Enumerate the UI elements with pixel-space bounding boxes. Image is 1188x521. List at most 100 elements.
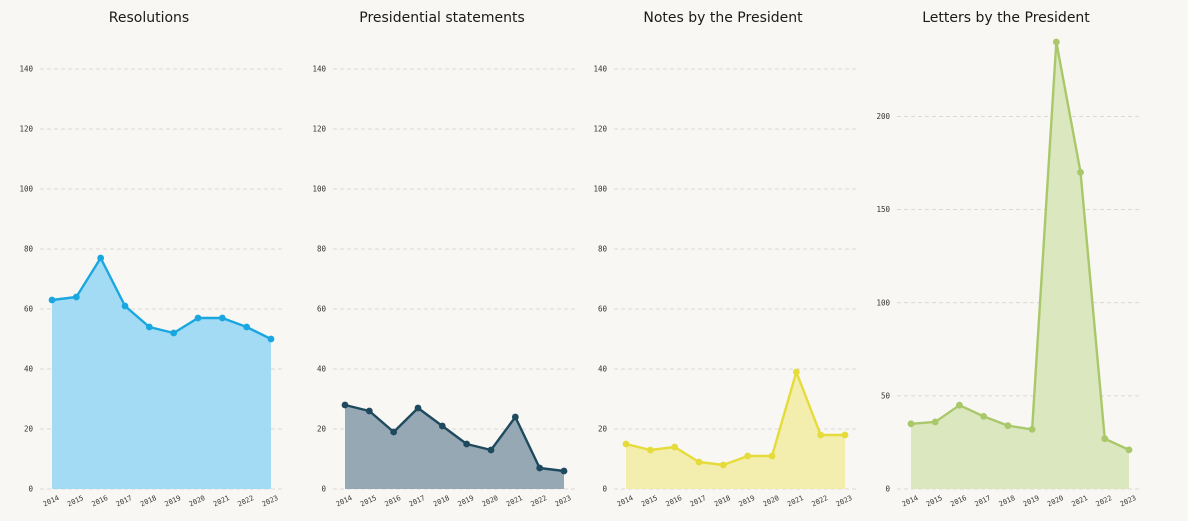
y-tick-label: 20: [24, 425, 34, 434]
y-tick-label: 60: [598, 305, 608, 314]
series-line: [625, 370, 845, 467]
data-point: [438, 422, 446, 430]
y-tick-label: 20: [598, 425, 608, 434]
chart-4: Letters by the President 0 50 100 150 200 2014…: [876, 10, 1140, 508]
data-point: [97, 254, 105, 262]
data-point: [218, 314, 226, 322]
data-point: [931, 418, 939, 426]
y-tick-label: 0: [321, 485, 326, 494]
x-tick-label: 2017: [973, 494, 992, 508]
data-point: [72, 293, 80, 301]
x-tick-label: 2020: [762, 494, 781, 508]
x-tick-label: 2020: [1046, 494, 1065, 508]
data-point: [671, 443, 679, 451]
x-tick-label: 2019: [737, 494, 756, 508]
data-point: [1052, 38, 1060, 46]
data-point: [956, 401, 963, 409]
y-tick-label: 100: [876, 298, 890, 307]
x-tick-label: 2016: [664, 494, 683, 508]
y-tick-label: 200: [876, 112, 890, 121]
x-tick-label: 2021: [505, 494, 524, 508]
data-point: [907, 420, 915, 428]
y-tick-label: 150: [876, 205, 890, 214]
x-tick-label: 2015: [359, 494, 378, 508]
series-area: [626, 372, 845, 489]
y-tick-label: 0: [28, 485, 33, 494]
data-point: [511, 413, 519, 421]
x-tick-label: 2018: [713, 494, 732, 508]
x-tick-label: 2014: [616, 494, 635, 508]
y-tick-label: 40: [24, 365, 34, 374]
x-tick-label: 2019: [1022, 494, 1041, 508]
x-tick-label: 2019: [163, 494, 182, 508]
data-point: [817, 431, 825, 439]
y-tick-label: 50: [881, 391, 891, 400]
y-tick-label: 120: [593, 125, 607, 134]
series-line: [910, 40, 1130, 451]
data-point: [1028, 426, 1036, 433]
y-tick-label: 80: [317, 245, 327, 254]
y-tick-label: 100: [19, 185, 33, 194]
x-tick-label: 2023: [554, 494, 573, 508]
x-tick-label: 2023: [261, 494, 280, 508]
x-tick-label: 2023: [1119, 494, 1138, 508]
data-point: [560, 467, 568, 475]
data-point: [1077, 168, 1084, 176]
x-tick-label: 2014: [42, 494, 61, 508]
x-tick-label: 2018: [998, 494, 1017, 508]
data-point: [414, 404, 422, 412]
x-tick-label: 2021: [212, 494, 231, 508]
x-tick-label: 2016: [383, 494, 402, 508]
series-area: [52, 258, 271, 489]
y-tick-label: 100: [593, 185, 607, 194]
x-tick-label: 2017: [408, 494, 427, 508]
data-point: [1004, 422, 1012, 430]
y-tick-label: 40: [317, 365, 327, 374]
x-tick-label: 2023: [835, 494, 854, 508]
chart-title: Notes by the President: [643, 10, 803, 26]
x-tick-label: 2022: [529, 494, 548, 508]
x-tick-label: 2018: [139, 494, 158, 508]
chart-title: Resolutions: [109, 10, 189, 26]
x-tick-label: 2022: [1095, 494, 1114, 508]
chart-3: Notes by the President 0 20 40 60 80 100 120 140…: [593, 10, 857, 508]
y-tick-label: 80: [598, 245, 608, 254]
y-tick-label: 140: [19, 65, 33, 74]
data-point: [243, 323, 251, 331]
data-point: [365, 407, 373, 415]
y-tick-label: 120: [312, 125, 326, 134]
data-point: [1125, 446, 1133, 454]
series-line: [344, 403, 565, 473]
y-tick-label: 100: [312, 185, 326, 194]
data-point: [841, 431, 849, 439]
y-tick-label: 0: [885, 485, 890, 494]
y-tick-label: 140: [593, 65, 607, 74]
x-tick-label: 2020: [481, 494, 500, 508]
data-point: [622, 440, 630, 448]
data-point: [194, 314, 202, 322]
chart-title: Presidential statements: [359, 10, 524, 26]
x-tick-label: 2017: [689, 494, 708, 508]
x-tick-label: 2019: [456, 494, 475, 508]
data-point: [170, 329, 178, 337]
data-point: [980, 412, 988, 420]
data-point: [267, 335, 275, 343]
x-tick-label: 2022: [810, 494, 829, 508]
y-tick-label: 0: [602, 485, 607, 494]
data-point: [744, 452, 752, 460]
data-point: [121, 302, 129, 310]
y-tick-label: 120: [19, 125, 33, 134]
x-tick-label: 2016: [90, 494, 109, 508]
y-tick-label: 40: [598, 365, 608, 374]
x-tick-label: 2016: [949, 494, 968, 508]
data-point: [768, 452, 776, 460]
x-tick-label: 2014: [901, 494, 920, 508]
data-point: [48, 296, 56, 304]
data-point: [390, 428, 398, 436]
y-tick-label: 60: [24, 305, 34, 314]
x-tick-label: 2018: [432, 494, 451, 508]
x-tick-label: 2021: [1070, 494, 1089, 508]
x-tick-label: 2017: [115, 494, 134, 508]
